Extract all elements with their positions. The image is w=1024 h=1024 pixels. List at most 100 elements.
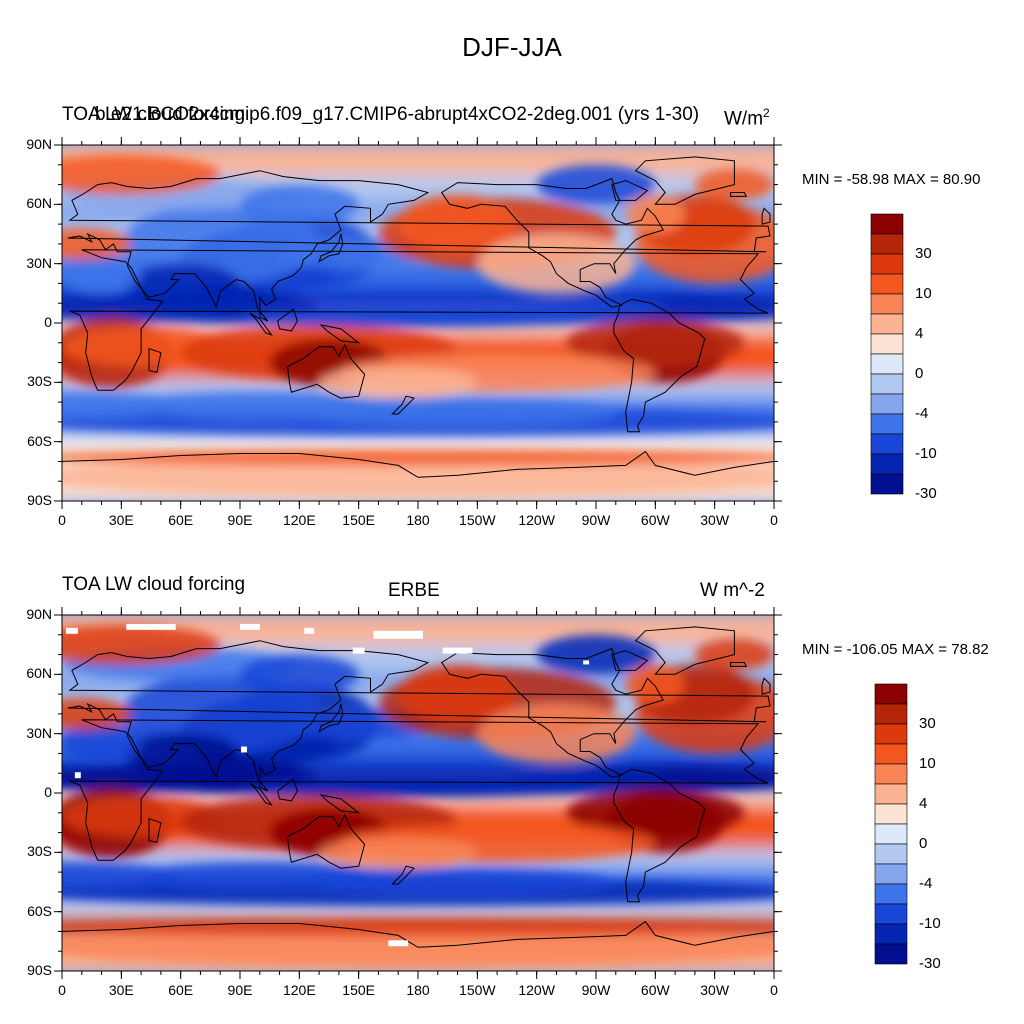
- field-blob: [62, 154, 221, 195]
- field-blob: [398, 664, 517, 724]
- coastline-uk: [761, 677, 771, 695]
- field-band: [62, 901, 774, 917]
- coastline-samerica: [613, 298, 706, 433]
- coastline-madagascar: [148, 818, 162, 844]
- colorbar1-box: [870, 413, 904, 435]
- coastline-antarctica: [62, 920, 774, 971]
- colorbar2-label: -4: [919, 875, 933, 892]
- lon-label: 150W: [459, 512, 496, 528]
- colorbar1-box: [870, 393, 904, 415]
- lat-label: 30N: [26, 254, 52, 271]
- colorbar1-label: 10: [915, 285, 932, 302]
- coastlines: [62, 626, 774, 971]
- field-blob: [477, 233, 636, 294]
- coastline-newguinea: [319, 794, 361, 814]
- colorbar1-box: [870, 433, 904, 455]
- colorbar2-box: [874, 683, 908, 705]
- lat-label: 60S: [27, 902, 52, 919]
- colorbar1-label: 30: [915, 245, 932, 262]
- colorbar2-box: [874, 703, 908, 725]
- coastline-iceland: [730, 662, 748, 667]
- coastlines: [62, 156, 774, 501]
- field-blob: [62, 228, 132, 260]
- panel2-min-max: MIN = -106.05 MAX = 78.82: [802, 641, 989, 658]
- field-blob: [319, 366, 478, 399]
- colorbar1-label: -4: [915, 405, 929, 422]
- colorbar1-box: [870, 233, 904, 255]
- coastline-africa: [69, 249, 769, 391]
- coastline-baffin: [611, 650, 649, 671]
- colorbar2-label: 30: [919, 715, 936, 732]
- colorbar1-label: -30: [915, 485, 937, 502]
- colorbar2-box: [874, 903, 908, 925]
- colorbar2-box: [874, 883, 908, 905]
- panel2-map: [62, 615, 774, 971]
- colorbar2-box: [874, 803, 908, 825]
- colorbar1-box: [870, 353, 904, 375]
- colorbar1-label: 0: [915, 365, 924, 382]
- colorbar1-label: 4: [915, 325, 924, 342]
- panel1-case-title: b.e21.BCO2x4cmip6.f09_g17.CMIP6-abrupt4x…: [95, 104, 700, 125]
- lat-label: 90N: [26, 606, 52, 622]
- field-blob: [62, 253, 142, 294]
- colorbar2-label: -10: [919, 915, 941, 932]
- coastline-samerica: [613, 768, 706, 903]
- colorbar1-box: [870, 473, 904, 495]
- colorbar2-box: [874, 863, 908, 885]
- lon-label: 0: [58, 982, 66, 998]
- colorbar1-box: [870, 293, 904, 315]
- field-blob: [62, 862, 181, 890]
- field-blob: [299, 868, 616, 896]
- lon-label: 30W: [700, 512, 730, 528]
- colorbar1-box: [870, 313, 904, 335]
- lon-label: 150E: [342, 512, 375, 528]
- lat-label: 90N: [26, 136, 52, 152]
- field-blob: [62, 723, 142, 764]
- lon-label: 60W: [640, 512, 670, 528]
- coastline-australia: [286, 343, 366, 399]
- lon-label: 90W: [581, 512, 611, 528]
- field-blob: [62, 919, 774, 936]
- field-blob: [121, 263, 240, 304]
- lon-label: 0: [770, 512, 778, 528]
- colorbar2-label: -30: [919, 955, 941, 972]
- missing-data-patch: [373, 630, 423, 639]
- coastline-greenland: [634, 156, 735, 205]
- lon-label: 150W: [459, 982, 496, 998]
- missing-data-patch: [388, 940, 409, 947]
- colorbar1-box: [870, 253, 904, 275]
- lat-label: 30S: [27, 373, 52, 390]
- lat-label: 60S: [27, 432, 52, 449]
- field-blob: [121, 733, 240, 774]
- lon-label: 60W: [640, 982, 670, 998]
- colorbar1-label: -10: [915, 445, 937, 462]
- panel1-units-sup: 2: [763, 106, 770, 120]
- field-blob: [319, 836, 478, 869]
- colorbar1-box: [870, 333, 904, 355]
- coastline-borneo: [277, 308, 298, 332]
- lon-label: 60E: [168, 512, 194, 528]
- lat-label: 30N: [26, 724, 52, 741]
- missing-data-patch: [74, 772, 81, 779]
- colorbar2-box: [874, 943, 908, 965]
- lat-label: 0: [44, 314, 52, 330]
- lon-label: 0: [770, 982, 778, 998]
- colorbar2-box: [874, 783, 908, 805]
- missing-data-patch: [240, 623, 260, 630]
- field-blob: [506, 299, 666, 316]
- field-blob: [62, 449, 774, 466]
- colorbar2-box: [874, 763, 908, 785]
- colorbar2-box: [874, 823, 908, 845]
- coastline-eurasia: [67, 640, 771, 792]
- lon-label: 120E: [282, 512, 316, 528]
- colorbar2-box: [874, 723, 908, 745]
- colorbar1-box: [870, 453, 904, 475]
- panel1-units: W/m2: [724, 106, 770, 130]
- coastline-baffin: [611, 180, 649, 201]
- lon-label: 60E: [168, 982, 194, 998]
- coastline-sumatra: [249, 312, 273, 336]
- lon-label: 90E: [227, 982, 253, 998]
- coastline-namerica: [440, 177, 664, 308]
- coastline-eurasia: [67, 170, 771, 322]
